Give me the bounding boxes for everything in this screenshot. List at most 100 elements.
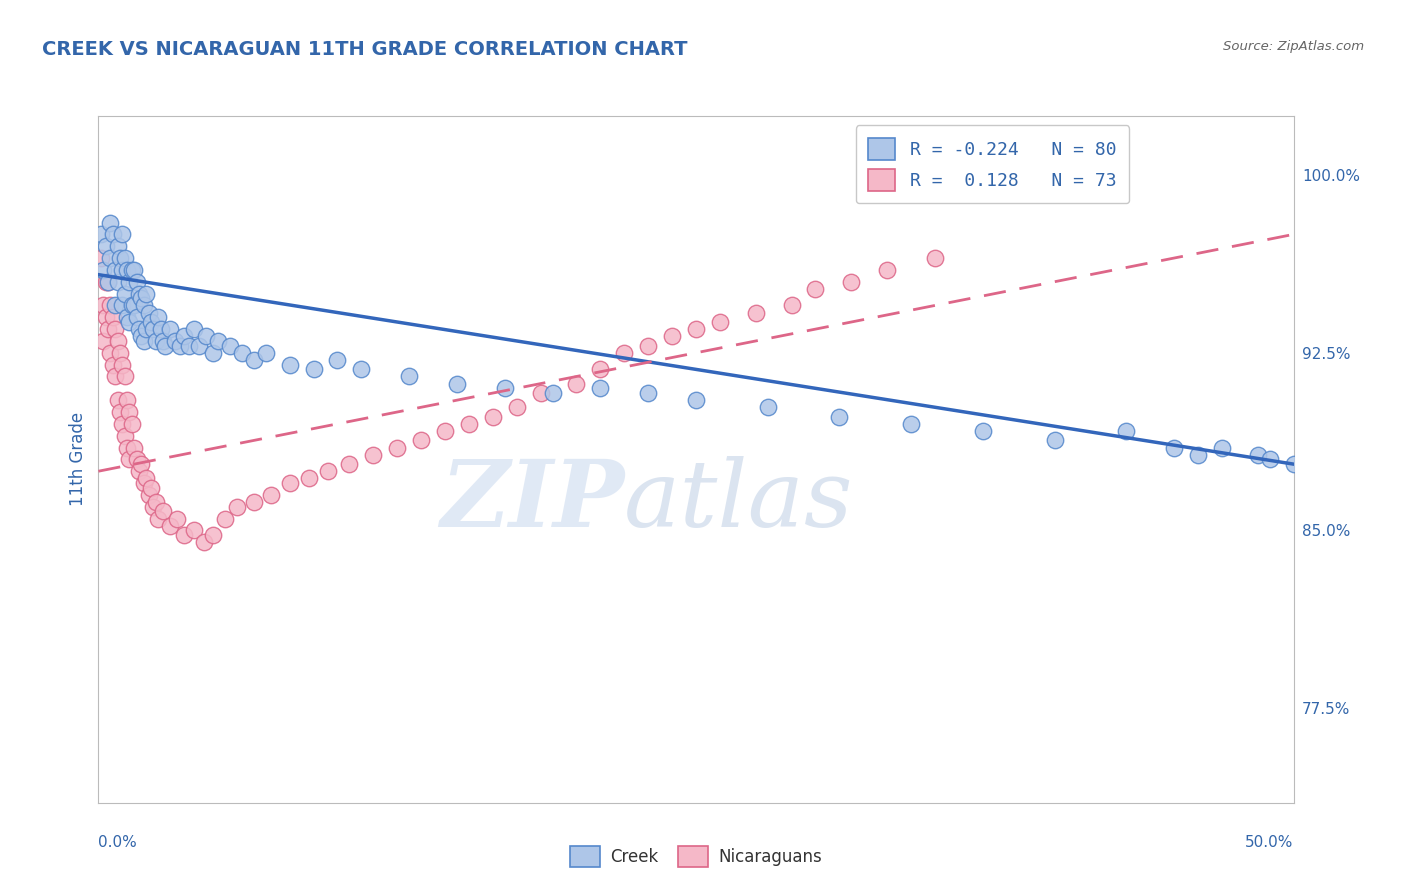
Point [111,227,134,242]
Point [780,298,803,312]
Point [183,524,205,538]
Point [108,251,131,265]
Point [1246,448,1268,462]
Point [135,322,157,336]
Point [756,401,779,415]
Point [135,286,157,301]
Point [155,339,177,353]
Point [108,405,131,419]
Point [152,334,174,348]
Point [98,251,122,265]
Point [139,315,162,329]
Point [131,457,153,471]
Point [138,305,160,319]
Point [139,481,162,495]
Point [132,334,155,348]
Point [107,275,129,289]
Point [94,239,117,253]
Point [254,346,277,360]
Point [1115,424,1137,438]
Point [565,376,588,391]
Point [98,298,122,312]
Point [107,393,129,408]
Point [458,417,481,431]
Point [107,334,129,348]
Point [173,329,195,343]
Point [243,495,266,509]
Point [107,239,129,253]
Point [118,275,141,289]
Point [115,263,138,277]
Point [104,369,127,384]
Point [1211,441,1233,455]
Point [841,275,863,289]
Point [148,310,170,325]
Point [202,528,225,542]
Point [145,334,167,348]
Point [132,476,155,491]
Point [128,322,150,336]
Point [1163,441,1185,455]
Point [207,334,229,348]
Point [1282,457,1305,471]
Point [316,464,339,478]
Point [828,409,851,424]
Point [101,358,124,372]
Point [924,251,946,265]
Point [128,464,150,478]
Point [142,322,165,336]
Point [804,282,827,296]
Point [125,310,148,325]
Point [101,227,124,242]
Point [121,263,143,277]
Point [398,369,420,384]
Point [226,500,249,514]
Point [745,305,768,319]
Point [108,346,131,360]
Text: Source: ZipAtlas.com: Source: ZipAtlas.com [1223,40,1364,54]
Point [876,263,898,277]
Point [97,322,120,336]
Text: ZIP: ZIP [440,456,624,546]
Point [118,405,141,419]
Point [114,428,136,442]
Point [114,251,136,265]
Point [118,315,141,329]
Point [132,298,155,312]
Point [152,504,174,518]
Point [494,381,516,395]
Point [169,339,191,353]
Point [115,310,138,325]
Point [506,401,529,415]
Point [111,358,134,372]
Point [637,386,659,401]
Point [529,386,551,401]
Point [243,352,266,367]
Point [685,322,707,336]
Point [589,381,612,395]
Point [148,511,170,525]
Point [111,298,134,312]
Point [179,339,201,353]
Point [145,495,167,509]
Point [111,417,134,431]
Point [183,322,205,336]
Point [98,215,122,229]
Point [111,263,134,277]
Point [446,376,468,391]
Point [101,310,124,325]
Point [613,346,636,360]
Point [637,339,659,353]
Point [214,511,236,525]
Point [159,518,181,533]
Point [114,286,136,301]
Text: 50.0%: 50.0% [1246,836,1294,850]
Y-axis label: 11th Grade: 11th Grade [69,412,87,507]
Point [259,488,281,502]
Point [433,424,456,438]
Point [166,511,188,525]
Point [121,298,143,312]
Point [104,322,127,336]
Point [125,275,148,289]
Point [97,275,120,289]
